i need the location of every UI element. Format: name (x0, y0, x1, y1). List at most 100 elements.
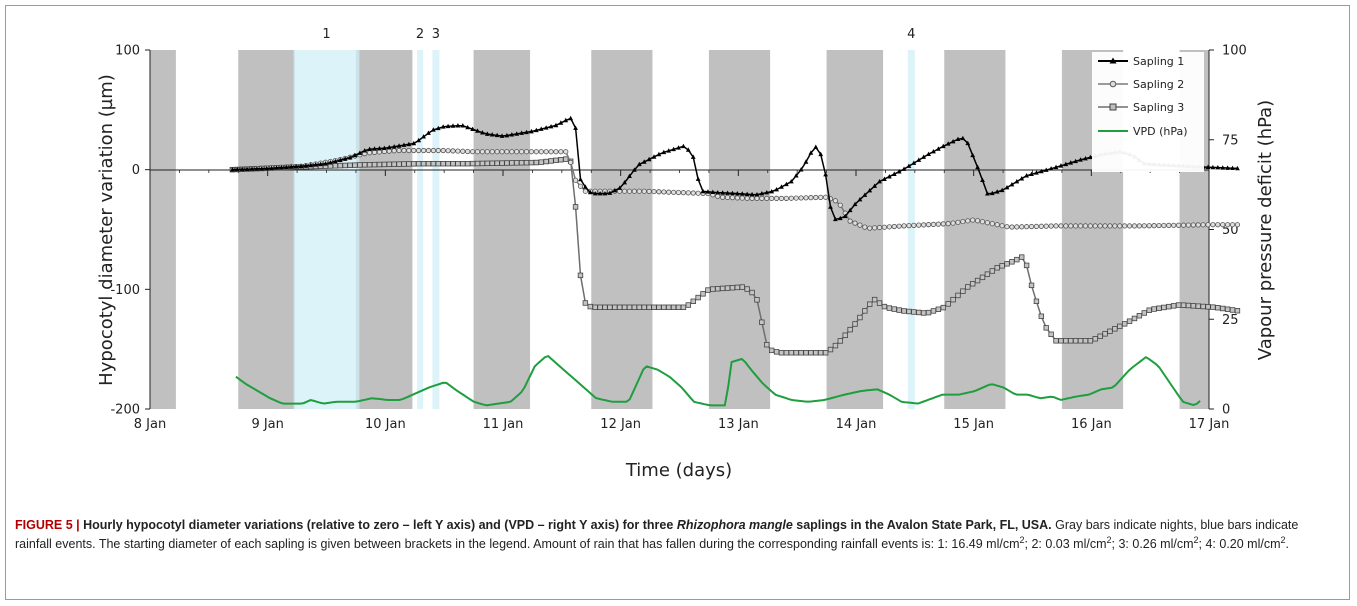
point-sapling-1 (568, 115, 574, 121)
point-sapling-1 (1225, 165, 1231, 170)
night-bar (355, 50, 413, 409)
point-sapling-1 (808, 150, 814, 155)
point-sapling-1 (612, 188, 618, 193)
point-sapling-2 (494, 149, 500, 155)
point-sapling-2 (538, 149, 544, 155)
point-sapling-3 (1068, 338, 1074, 344)
point-sapling-1 (641, 159, 647, 164)
x-tick-label: 12 Jan (600, 417, 641, 432)
night-bar (591, 50, 653, 409)
point-sapling-2 (420, 147, 427, 154)
point-sapling-2 (965, 218, 971, 224)
point-sapling-1 (955, 136, 961, 142)
point-sapling-3 (930, 308, 937, 314)
point-sapling-2 (519, 149, 525, 155)
point-sapling-1 (916, 157, 922, 162)
point-sapling-1 (264, 165, 270, 171)
point-sapling-3 (1161, 304, 1167, 311)
legend-marker-sapling-2 (1109, 80, 1117, 88)
point-sapling-2 (984, 220, 990, 226)
point-sapling-2 (460, 148, 466, 154)
point-sapling-1 (509, 132, 515, 137)
point-sapling-2 (1190, 222, 1196, 228)
rain-bar-2 (417, 50, 423, 409)
point-sapling-2 (1077, 223, 1084, 229)
point-sapling-1 (602, 191, 608, 196)
point-sapling-3 (739, 284, 745, 290)
point-sapling-2 (886, 224, 892, 230)
point-sapling-3 (950, 296, 956, 303)
point-sapling-1 (313, 162, 319, 167)
legend-label-sapling-1: Sapling 1 (1133, 55, 1184, 68)
point-sapling-1 (627, 173, 632, 179)
point-sapling-3 (940, 304, 946, 311)
point-sapling-2 (1229, 222, 1236, 228)
point-sapling-2 (371, 149, 378, 155)
point-sapling-2 (1024, 224, 1030, 230)
point-sapling-3 (670, 304, 677, 310)
point-sapling-3 (920, 310, 927, 316)
point-sapling-2 (1107, 223, 1113, 229)
point-sapling-3 (974, 277, 981, 284)
point-sapling-2 (862, 224, 868, 230)
point-sapling-2 (930, 221, 937, 227)
point-sapling-2 (1131, 223, 1138, 229)
point-sapling-3 (1210, 304, 1216, 310)
point-sapling-1 (862, 192, 868, 197)
point-sapling-1 (592, 191, 598, 196)
point-sapling-1 (411, 140, 417, 146)
point-sapling-1 (882, 176, 887, 181)
point-sapling-3 (719, 285, 726, 292)
point-sapling-3 (479, 160, 486, 167)
point-sapling-2 (808, 195, 814, 201)
rain-label-1: 1 (322, 27, 330, 42)
point-sapling-1 (504, 132, 510, 138)
point-sapling-2 (764, 195, 770, 201)
point-sapling-3 (523, 159, 530, 166)
point-sapling-1 (842, 213, 848, 219)
point-sapling-2 (376, 149, 383, 155)
point-sapling-3 (474, 160, 481, 167)
point-sapling-1 (308, 162, 314, 168)
point-sapling-2 (911, 222, 917, 228)
point-sapling-2 (999, 223, 1005, 229)
point-sapling-3 (1151, 306, 1157, 312)
point-sapling-2 (435, 147, 441, 154)
point-sapling-1 (935, 146, 941, 151)
rain-label-3: 3 (432, 27, 440, 42)
point-sapling-2 (474, 149, 481, 155)
point-sapling-2 (754, 195, 760, 201)
point-sapling-2 (729, 195, 736, 201)
point-sapling-2 (1176, 222, 1182, 228)
point-sapling-3 (803, 350, 809, 356)
point-sapling-3 (533, 159, 540, 166)
point-sapling-2 (901, 223, 907, 229)
point-sapling-3 (1234, 308, 1241, 314)
point-sapling-1 (239, 166, 245, 172)
legend-box (1092, 52, 1204, 172)
point-sapling-3 (1131, 315, 1138, 322)
point-sapling-3 (867, 301, 873, 307)
point-sapling-3 (734, 284, 741, 291)
x-axis-title: Time (days) (625, 460, 732, 481)
point-sapling-1 (288, 164, 294, 169)
point-sapling-1 (342, 156, 348, 161)
point-sapling-2 (1092, 223, 1098, 229)
point-sapling-2 (724, 194, 731, 201)
point-sapling-1 (421, 134, 426, 139)
point-sapling-2 (465, 148, 471, 155)
point-sapling-1 (254, 166, 260, 171)
point-sapling-1 (1087, 154, 1093, 160)
point-sapling-3 (994, 265, 1000, 271)
point-sapling-2 (744, 195, 750, 201)
point-sapling-1 (867, 188, 873, 193)
point-sapling-1 (911, 160, 917, 165)
point-sapling-2 (1215, 222, 1221, 228)
point-sapling-3 (916, 309, 922, 316)
point-sapling-2 (1122, 223, 1128, 229)
point-sapling-2 (945, 221, 951, 227)
point-sapling-3 (376, 161, 383, 168)
point-sapling-1 (274, 165, 279, 170)
point-sapling-3 (960, 288, 966, 294)
point-sapling-3 (415, 161, 422, 167)
